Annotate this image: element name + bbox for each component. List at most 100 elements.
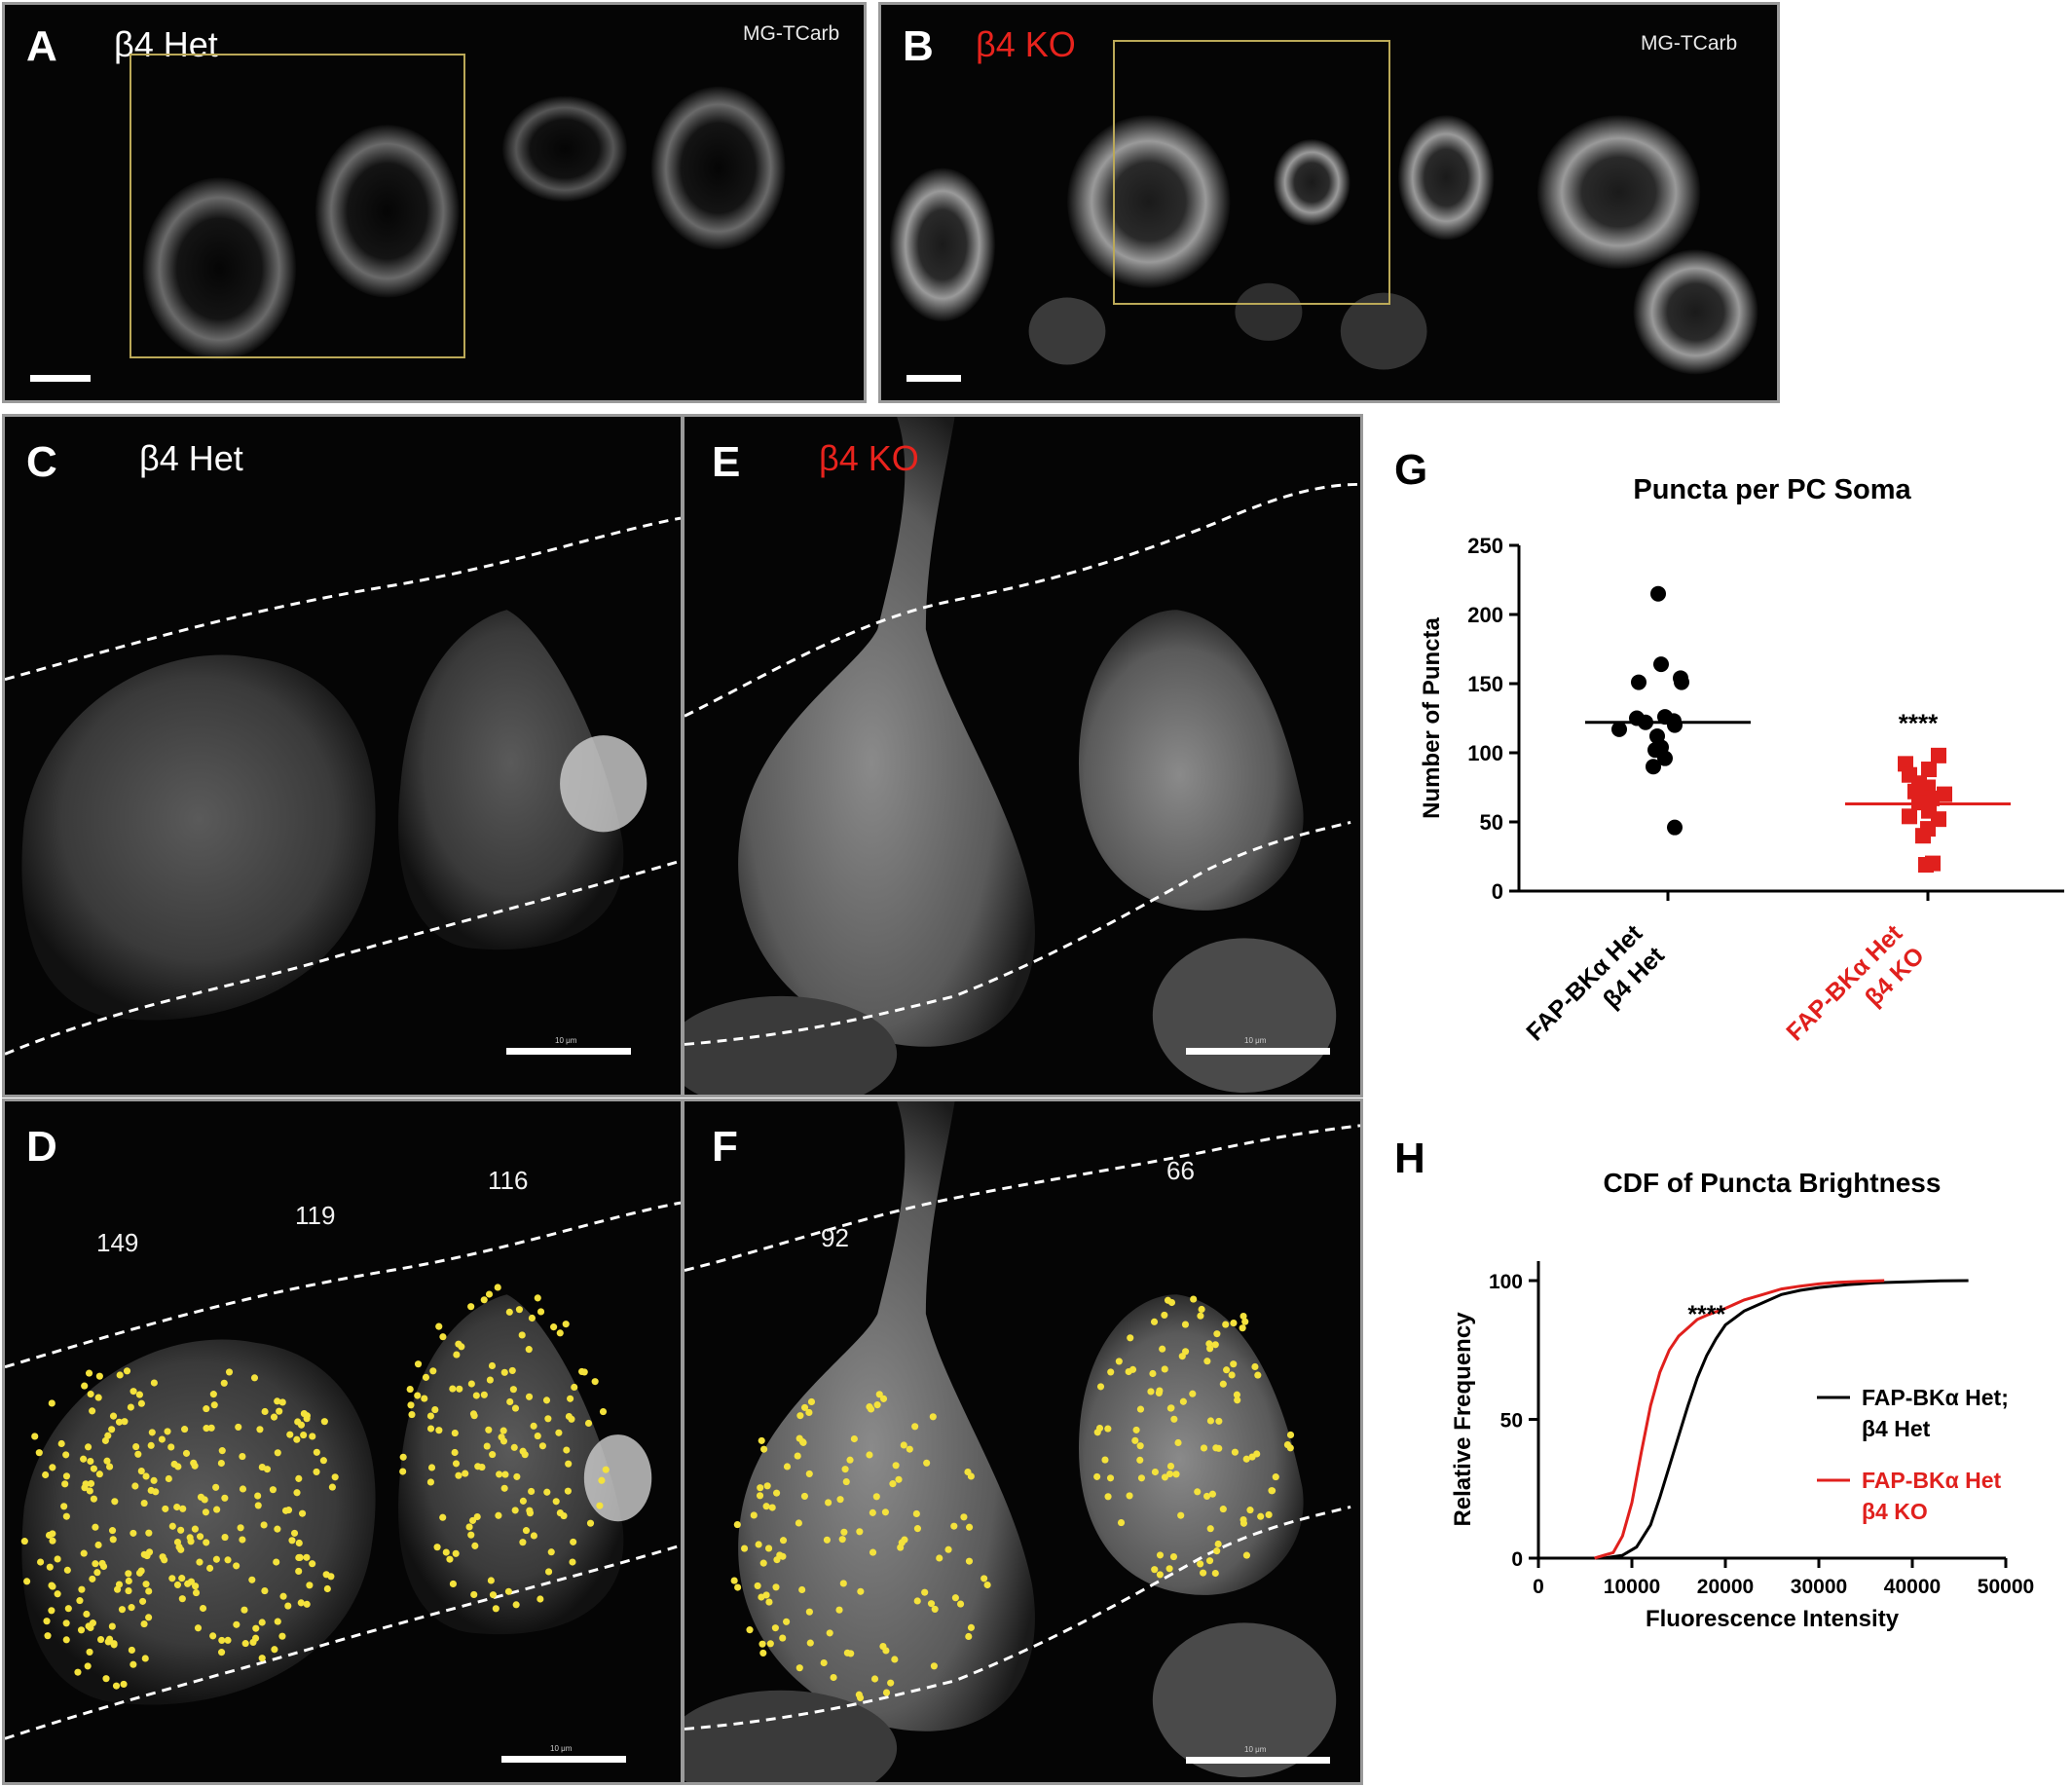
puncta-marker (983, 1581, 991, 1589)
y-tick-label: 100 (1489, 1271, 1523, 1293)
puncta-marker (426, 1425, 435, 1433)
puncta-marker (452, 1460, 461, 1468)
puncta-marker (164, 1428, 171, 1435)
puncta-marker (224, 1636, 232, 1644)
puncta-marker (1136, 1456, 1144, 1464)
puncta-marker (158, 1435, 166, 1443)
puncta-marker (274, 1618, 281, 1625)
puncta-marker (446, 1555, 454, 1563)
puncta-marker (20, 1538, 28, 1545)
data-point-het (1631, 674, 1646, 690)
puncta-marker (452, 1549, 460, 1557)
puncta-marker (177, 1526, 185, 1534)
puncta-marker (233, 1620, 240, 1628)
puncta-marker (85, 1369, 93, 1377)
puncta-marker (547, 1548, 555, 1556)
data-point-ko (1937, 786, 1952, 802)
puncta-marker (261, 1587, 269, 1595)
puncta-marker (1253, 1450, 1261, 1458)
puncta-marker (123, 1367, 131, 1375)
puncta-marker (756, 1492, 764, 1500)
puncta-marker (1241, 1318, 1249, 1325)
puncta-marker (1136, 1405, 1145, 1413)
puncta-marker (892, 1462, 900, 1470)
panel-a-micrograph (142, 86, 786, 360)
puncta-marker (1172, 1471, 1180, 1478)
puncta-marker (1231, 1448, 1239, 1456)
panel-a-roi-box (130, 54, 465, 358)
puncta-marker (1228, 1371, 1236, 1379)
puncta-marker (206, 1564, 214, 1572)
puncta-marker (221, 1533, 229, 1542)
puncta-marker (841, 1466, 849, 1473)
puncta-marker (544, 1415, 552, 1423)
x-tick-label: 50000 (1978, 1576, 2034, 1598)
puncta-marker (779, 1537, 788, 1545)
puncta-marker (111, 1498, 119, 1506)
puncta-marker (77, 1626, 86, 1634)
panel-d-count-3: 116 (488, 1166, 529, 1195)
puncta-marker (568, 1415, 575, 1423)
puncta-marker (472, 1392, 480, 1399)
legend-label-line-1: FAP-BKα Het; (1862, 1385, 2009, 1410)
puncta-marker (857, 1587, 865, 1595)
puncta-marker (167, 1443, 175, 1451)
puncta-marker (130, 1660, 137, 1668)
puncta-marker (49, 1530, 56, 1538)
puncta-marker (175, 1543, 183, 1551)
puncta-marker (89, 1407, 96, 1415)
puncta-marker (201, 1496, 208, 1504)
puncta-marker (1202, 1492, 1211, 1500)
puncta-marker (1126, 1492, 1133, 1500)
puncta-marker (468, 1516, 477, 1524)
puncta-marker (825, 1499, 832, 1507)
puncta-marker (152, 1488, 160, 1496)
puncta-marker (145, 1614, 153, 1621)
puncta-marker (150, 1476, 158, 1484)
puncta-marker (278, 1632, 286, 1640)
puncta-marker (87, 1457, 94, 1466)
puncta-marker (44, 1632, 52, 1640)
puncta-marker (555, 1429, 563, 1436)
puncta-marker (1166, 1404, 1174, 1412)
puncta-marker (102, 1675, 110, 1683)
puncta-marker (62, 1619, 70, 1627)
puncta-marker (1215, 1417, 1223, 1425)
puncta-marker (462, 1470, 469, 1477)
puncta-marker (35, 1449, 43, 1457)
y-tick-label: 0 (1492, 879, 1503, 904)
data-point-ko (1921, 762, 1937, 778)
puncta-marker (62, 1636, 70, 1644)
puncta-marker (586, 1519, 595, 1527)
puncta-marker (421, 1395, 428, 1402)
puncta-marker (295, 1567, 303, 1576)
puncta-marker (835, 1606, 843, 1614)
panel-h-letter: H (1394, 1135, 1425, 1182)
puncta-marker (1223, 1366, 1231, 1374)
puncta-marker (569, 1558, 576, 1566)
puncta-marker (90, 1495, 97, 1503)
puncta-marker (431, 1406, 439, 1414)
puncta-marker (1254, 1371, 1262, 1379)
puncta-marker (426, 1478, 434, 1486)
puncta-marker (258, 1655, 266, 1662)
puncta-marker (78, 1585, 86, 1593)
puncta-marker (439, 1333, 447, 1341)
puncta-marker (217, 1459, 225, 1468)
panel-b-micrograph (889, 115, 1758, 375)
puncta-marker (467, 1531, 475, 1539)
y-tick-label: 200 (1467, 603, 1503, 627)
puncta-marker (81, 1382, 89, 1390)
puncta-marker (900, 1441, 907, 1449)
puncta-marker (1211, 1341, 1219, 1349)
puncta-marker (288, 1537, 296, 1545)
puncta-marker (286, 1431, 294, 1438)
panel-f-scale-bar (1186, 1757, 1330, 1764)
puncta-marker (218, 1447, 226, 1455)
puncta-marker (967, 1472, 975, 1480)
puncta-marker (140, 1620, 148, 1628)
puncta-marker (528, 1487, 536, 1496)
puncta-marker (1242, 1551, 1250, 1559)
puncta-marker (1208, 1490, 1216, 1498)
panel-e-micrograph (684, 417, 1360, 1095)
